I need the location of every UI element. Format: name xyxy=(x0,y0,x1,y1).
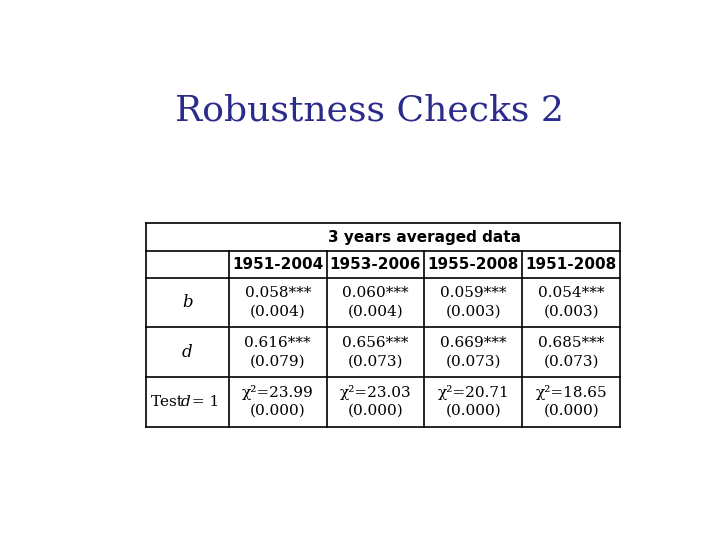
Text: (0.000): (0.000) xyxy=(348,404,403,418)
Text: (0.000): (0.000) xyxy=(250,404,305,418)
Text: (0.079): (0.079) xyxy=(250,354,305,368)
Text: (0.073): (0.073) xyxy=(544,354,599,368)
Text: (0.003): (0.003) xyxy=(544,305,599,319)
Text: d: d xyxy=(182,343,193,361)
Text: 0.685***: 0.685*** xyxy=(538,336,604,350)
Text: 3 years averaged data: 3 years averaged data xyxy=(328,230,521,245)
Text: 0.059***: 0.059*** xyxy=(440,286,507,300)
Text: (0.004): (0.004) xyxy=(348,305,403,319)
Text: χ²=20.71: χ²=20.71 xyxy=(438,385,509,400)
Text: b: b xyxy=(182,294,193,311)
Text: 0.669***: 0.669*** xyxy=(440,336,507,350)
Text: 0.616***: 0.616*** xyxy=(244,336,311,350)
Text: 1951-2008: 1951-2008 xyxy=(526,257,617,272)
Text: (0.003): (0.003) xyxy=(446,305,501,319)
Text: (0.073): (0.073) xyxy=(348,354,403,368)
Text: (0.000): (0.000) xyxy=(544,404,599,418)
Text: 1951-2004: 1951-2004 xyxy=(232,257,323,272)
Text: Robustness Checks 2: Robustness Checks 2 xyxy=(174,94,564,128)
Text: (0.000): (0.000) xyxy=(446,404,501,418)
Text: 0.060***: 0.060*** xyxy=(342,286,409,300)
Text: = 1: = 1 xyxy=(186,395,219,409)
Text: Test: Test xyxy=(151,395,188,409)
Text: χ²=23.99: χ²=23.99 xyxy=(242,385,314,400)
Text: χ²=23.03: χ²=23.03 xyxy=(340,385,411,400)
Text: (0.073): (0.073) xyxy=(446,354,501,368)
Text: (0.004): (0.004) xyxy=(250,305,305,319)
Text: 0.656***: 0.656*** xyxy=(342,336,409,350)
Text: 1953-2006: 1953-2006 xyxy=(330,257,421,272)
Text: 0.058***: 0.058*** xyxy=(245,286,311,300)
Text: d: d xyxy=(181,395,190,409)
Text: 0.054***: 0.054*** xyxy=(538,286,604,300)
Text: 1955-2008: 1955-2008 xyxy=(428,257,519,272)
Text: χ²=18.65: χ²=18.65 xyxy=(536,385,607,400)
